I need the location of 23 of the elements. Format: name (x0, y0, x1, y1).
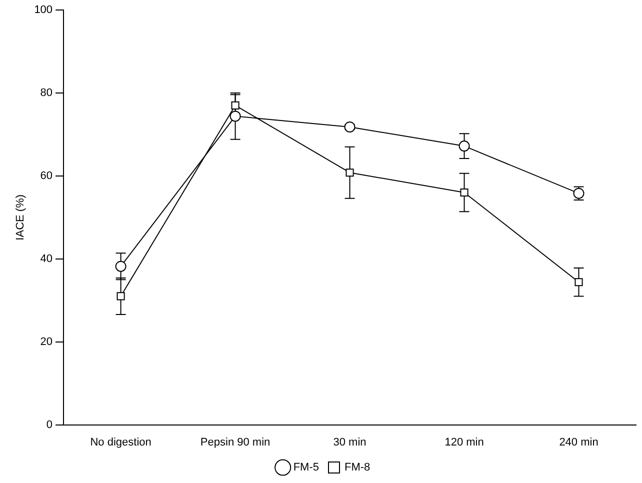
point (231, 101, 240, 110)
legend-label: FM-5 (293, 462, 320, 474)
y-tick-label: 0 (46, 418, 53, 431)
y-tick-label: 20 (40, 336, 53, 348)
x-tick-label: 240 min (559, 436, 598, 448)
x-tick-label: Pepsin 90 min (200, 436, 270, 448)
point (344, 121, 356, 132)
y-tick-label: 100 (34, 4, 53, 16)
y-axis-title: IACE (%) (14, 194, 27, 240)
point (230, 110, 241, 122)
point (574, 278, 583, 286)
y-tick-label: 40 (40, 252, 53, 265)
y-tick-label: 60 (40, 170, 53, 182)
point (346, 168, 354, 177)
x-tick-label: No digestion (90, 436, 152, 448)
x-tick-label: 30 min (333, 436, 366, 448)
point (115, 260, 126, 272)
point (458, 140, 470, 152)
x-tick-label: 120 min (444, 436, 484, 448)
point (460, 188, 468, 197)
point (116, 292, 125, 300)
legend-label: FM-8 (344, 462, 370, 474)
y-tick-label: 80 (40, 86, 53, 99)
